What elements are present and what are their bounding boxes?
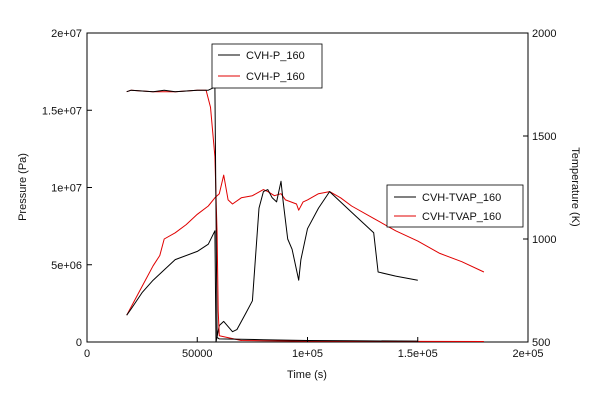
legend-temperature-label-2: CVH-TVAP_160 — [422, 211, 501, 223]
legend-temperature-label-1: CVH-TVAP_160 — [422, 192, 501, 204]
y-tick-label: 5e+06 — [51, 260, 82, 272]
legend-pressure: CVH-P_160 CVH-P_160 — [211, 43, 323, 89]
series-layer — [126, 86, 485, 343]
x-tick-label: 1.5e+05 — [398, 348, 438, 360]
y-tick-label: 1.5e+07 — [42, 105, 82, 117]
legend-pressure-label-2: CVH-P_160 — [246, 71, 305, 83]
legend-temperature: CVH-TVAP_160 CVH-TVAP_160 — [386, 184, 524, 228]
x-tick-label: 0 — [84, 348, 90, 360]
legend-pressure-box — [211, 43, 323, 89]
legend-temperature-box — [386, 184, 524, 228]
y-tick-label: 2e+07 — [51, 28, 82, 40]
series-line-cvh-p-160-black — [126, 86, 418, 342]
x-axis-label: Time (s) — [287, 369, 327, 381]
series-line-cvh-tvap-160-black — [126, 180, 418, 343]
y2-tick-label: 1500 — [532, 131, 556, 143]
x-tick-label: 1e+05 — [292, 348, 323, 360]
axes-layer: 0 50000 1e+05 1.5e+05 2e+05 0 5e+06 1e+07 1.5e+0… — [42, 28, 557, 360]
y2-tick-label: 1000 — [532, 234, 556, 246]
y-tick-label: 0 — [76, 337, 82, 349]
legend-pressure-label-1: CVH-P_160 — [246, 50, 305, 62]
x-tick-label: 2e+05 — [513, 348, 544, 360]
series-line-cvh-p-160-red — [126, 89, 484, 342]
y2-tick-label: 500 — [532, 337, 550, 349]
y2-tick-label: 2000 — [532, 28, 556, 40]
y-axis-label: Pressure (Pa) — [17, 153, 29, 221]
y2-axis-label: Temperature (K) — [569, 147, 581, 226]
x-tick-label: 50000 — [182, 348, 213, 360]
y-tick-label: 1e+07 — [51, 183, 82, 195]
